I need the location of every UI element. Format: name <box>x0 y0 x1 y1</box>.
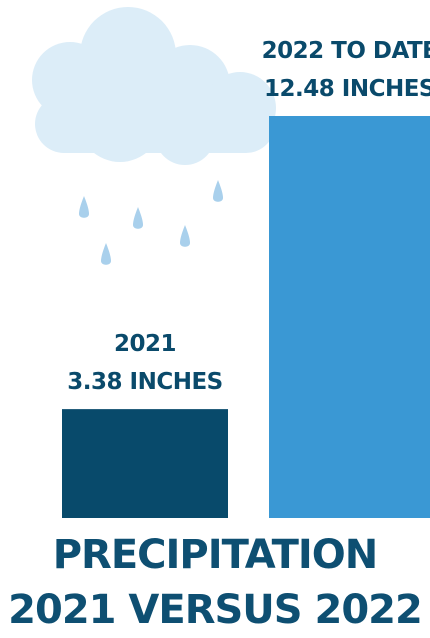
chart-title-line-1: PRECIPITATION <box>53 532 378 578</box>
value-labels-group: 2021 3.38 INCHES 2022 TO DATE 12.48 INCHES <box>67 38 430 395</box>
rain-drop-icon <box>133 207 143 229</box>
chart-title-line-2: 2021 VERSUS 2022 <box>8 587 422 633</box>
category-label: 2022 TO DATE <box>262 38 430 64</box>
cloud-shape <box>32 7 276 165</box>
bar-2021 <box>62 409 228 518</box>
value-label: 3.38 INCHES <box>67 369 222 395</box>
rain-cloud-icon <box>32 7 276 265</box>
value-label: 12.48 INCHES <box>264 76 430 102</box>
rain-drop-icon <box>79 196 89 218</box>
bars-group <box>62 116 430 518</box>
category-label: 2021 <box>114 331 176 357</box>
bar-2022 <box>269 116 430 518</box>
rain-drop-icon <box>180 225 190 247</box>
chart-title: PRECIPITATION 2021 VERSUS 2022 <box>8 532 423 633</box>
rain-drop-icon <box>213 180 223 202</box>
rain-drop-icon <box>101 243 111 265</box>
rain-drops <box>79 180 223 265</box>
